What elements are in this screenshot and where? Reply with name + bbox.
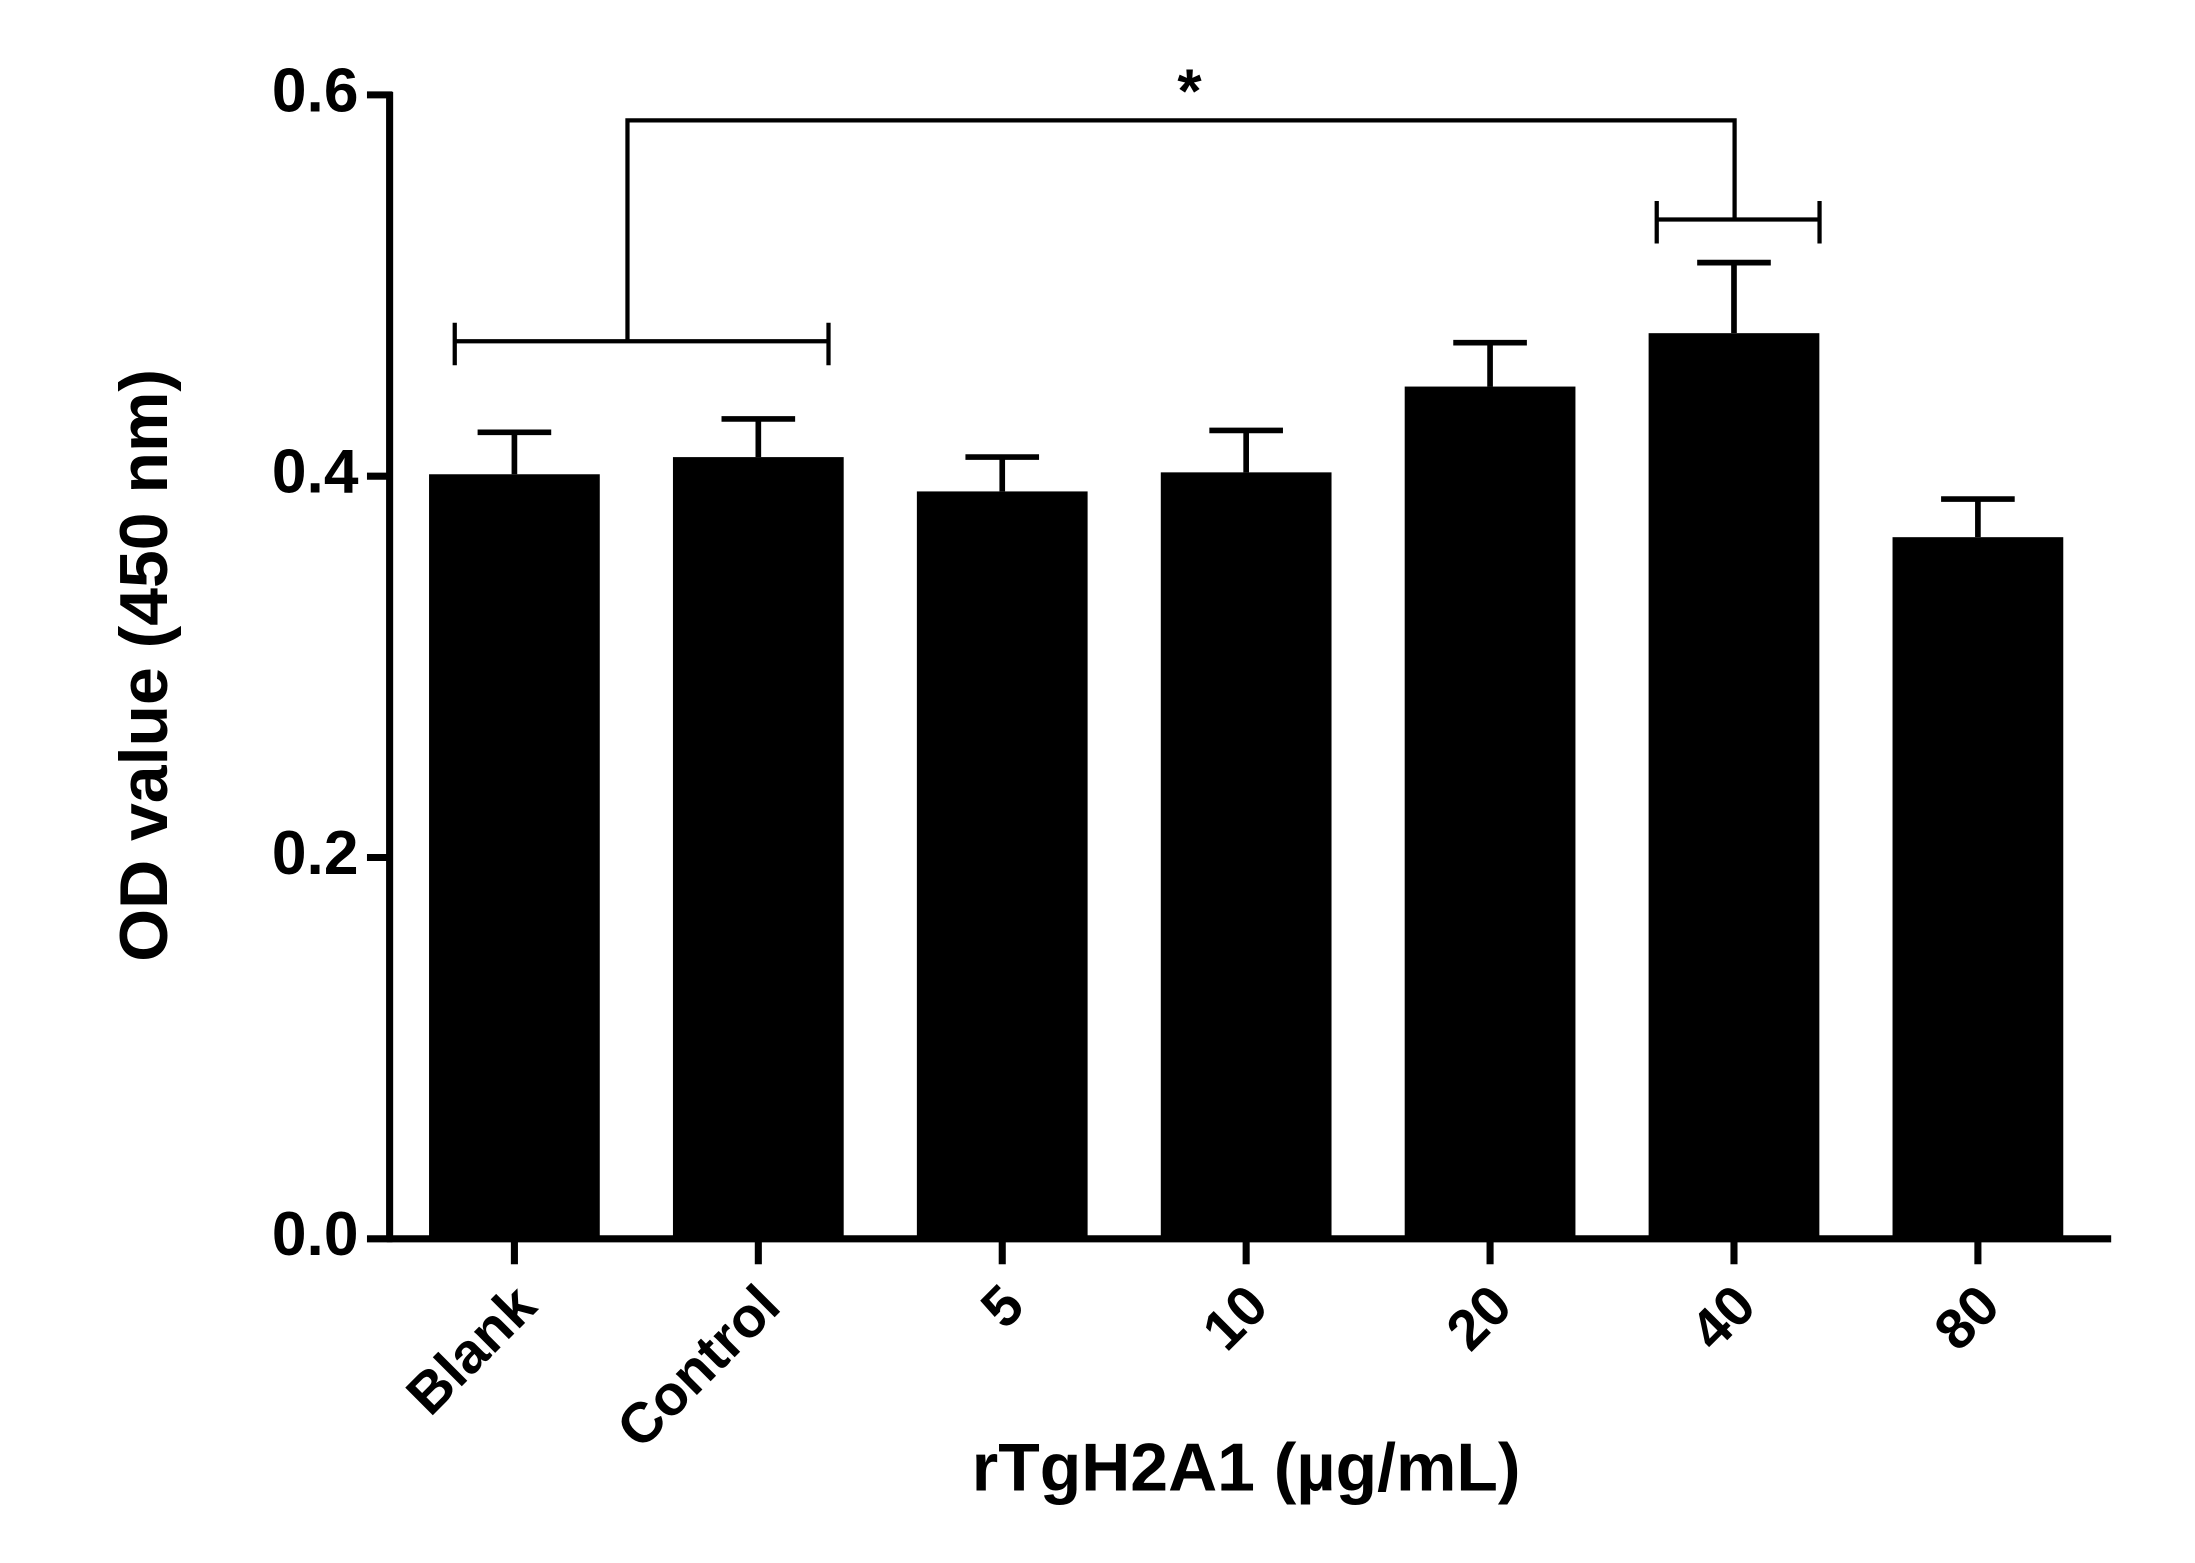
bar <box>429 474 600 1239</box>
error-bar <box>1209 427 1283 473</box>
x-tick-label: 80 <box>1923 1273 2012 1362</box>
error-bar <box>965 454 1040 492</box>
x-tick-label: 5 <box>969 1273 1036 1340</box>
significance-marker: * <box>1177 58 1202 127</box>
error-bar <box>1453 339 1527 387</box>
error-bar <box>1941 496 2015 538</box>
significance-bracket <box>452 118 1822 366</box>
y-tick-label: 0.6 <box>272 56 359 125</box>
x-axis-title: rTgH2A1 (µg/mL) <box>972 1429 1521 1505</box>
bar <box>672 457 844 1239</box>
bar <box>916 491 1088 1239</box>
bar <box>1648 333 1820 1239</box>
x-tick-label: Blank <box>395 1273 549 1427</box>
x-tick-label: 40 <box>1679 1273 1768 1362</box>
x-tick-label: 20 <box>1435 1273 1524 1362</box>
y-tick-label: 0.2 <box>272 819 359 888</box>
x-tick-label: Control <box>605 1273 792 1460</box>
error-bar <box>1697 259 1771 334</box>
y-tick-label: 0.0 <box>272 1200 359 1269</box>
bar <box>1160 472 1332 1239</box>
error-bar <box>721 416 796 458</box>
bar <box>1892 537 2064 1239</box>
error-bar <box>477 429 552 475</box>
x-tick-label: 10 <box>1191 1273 1280 1362</box>
y-tick-label: 0.4 <box>272 438 359 507</box>
bar <box>1404 386 1576 1239</box>
y-axis-title: OD value (450 nm) <box>106 369 182 962</box>
